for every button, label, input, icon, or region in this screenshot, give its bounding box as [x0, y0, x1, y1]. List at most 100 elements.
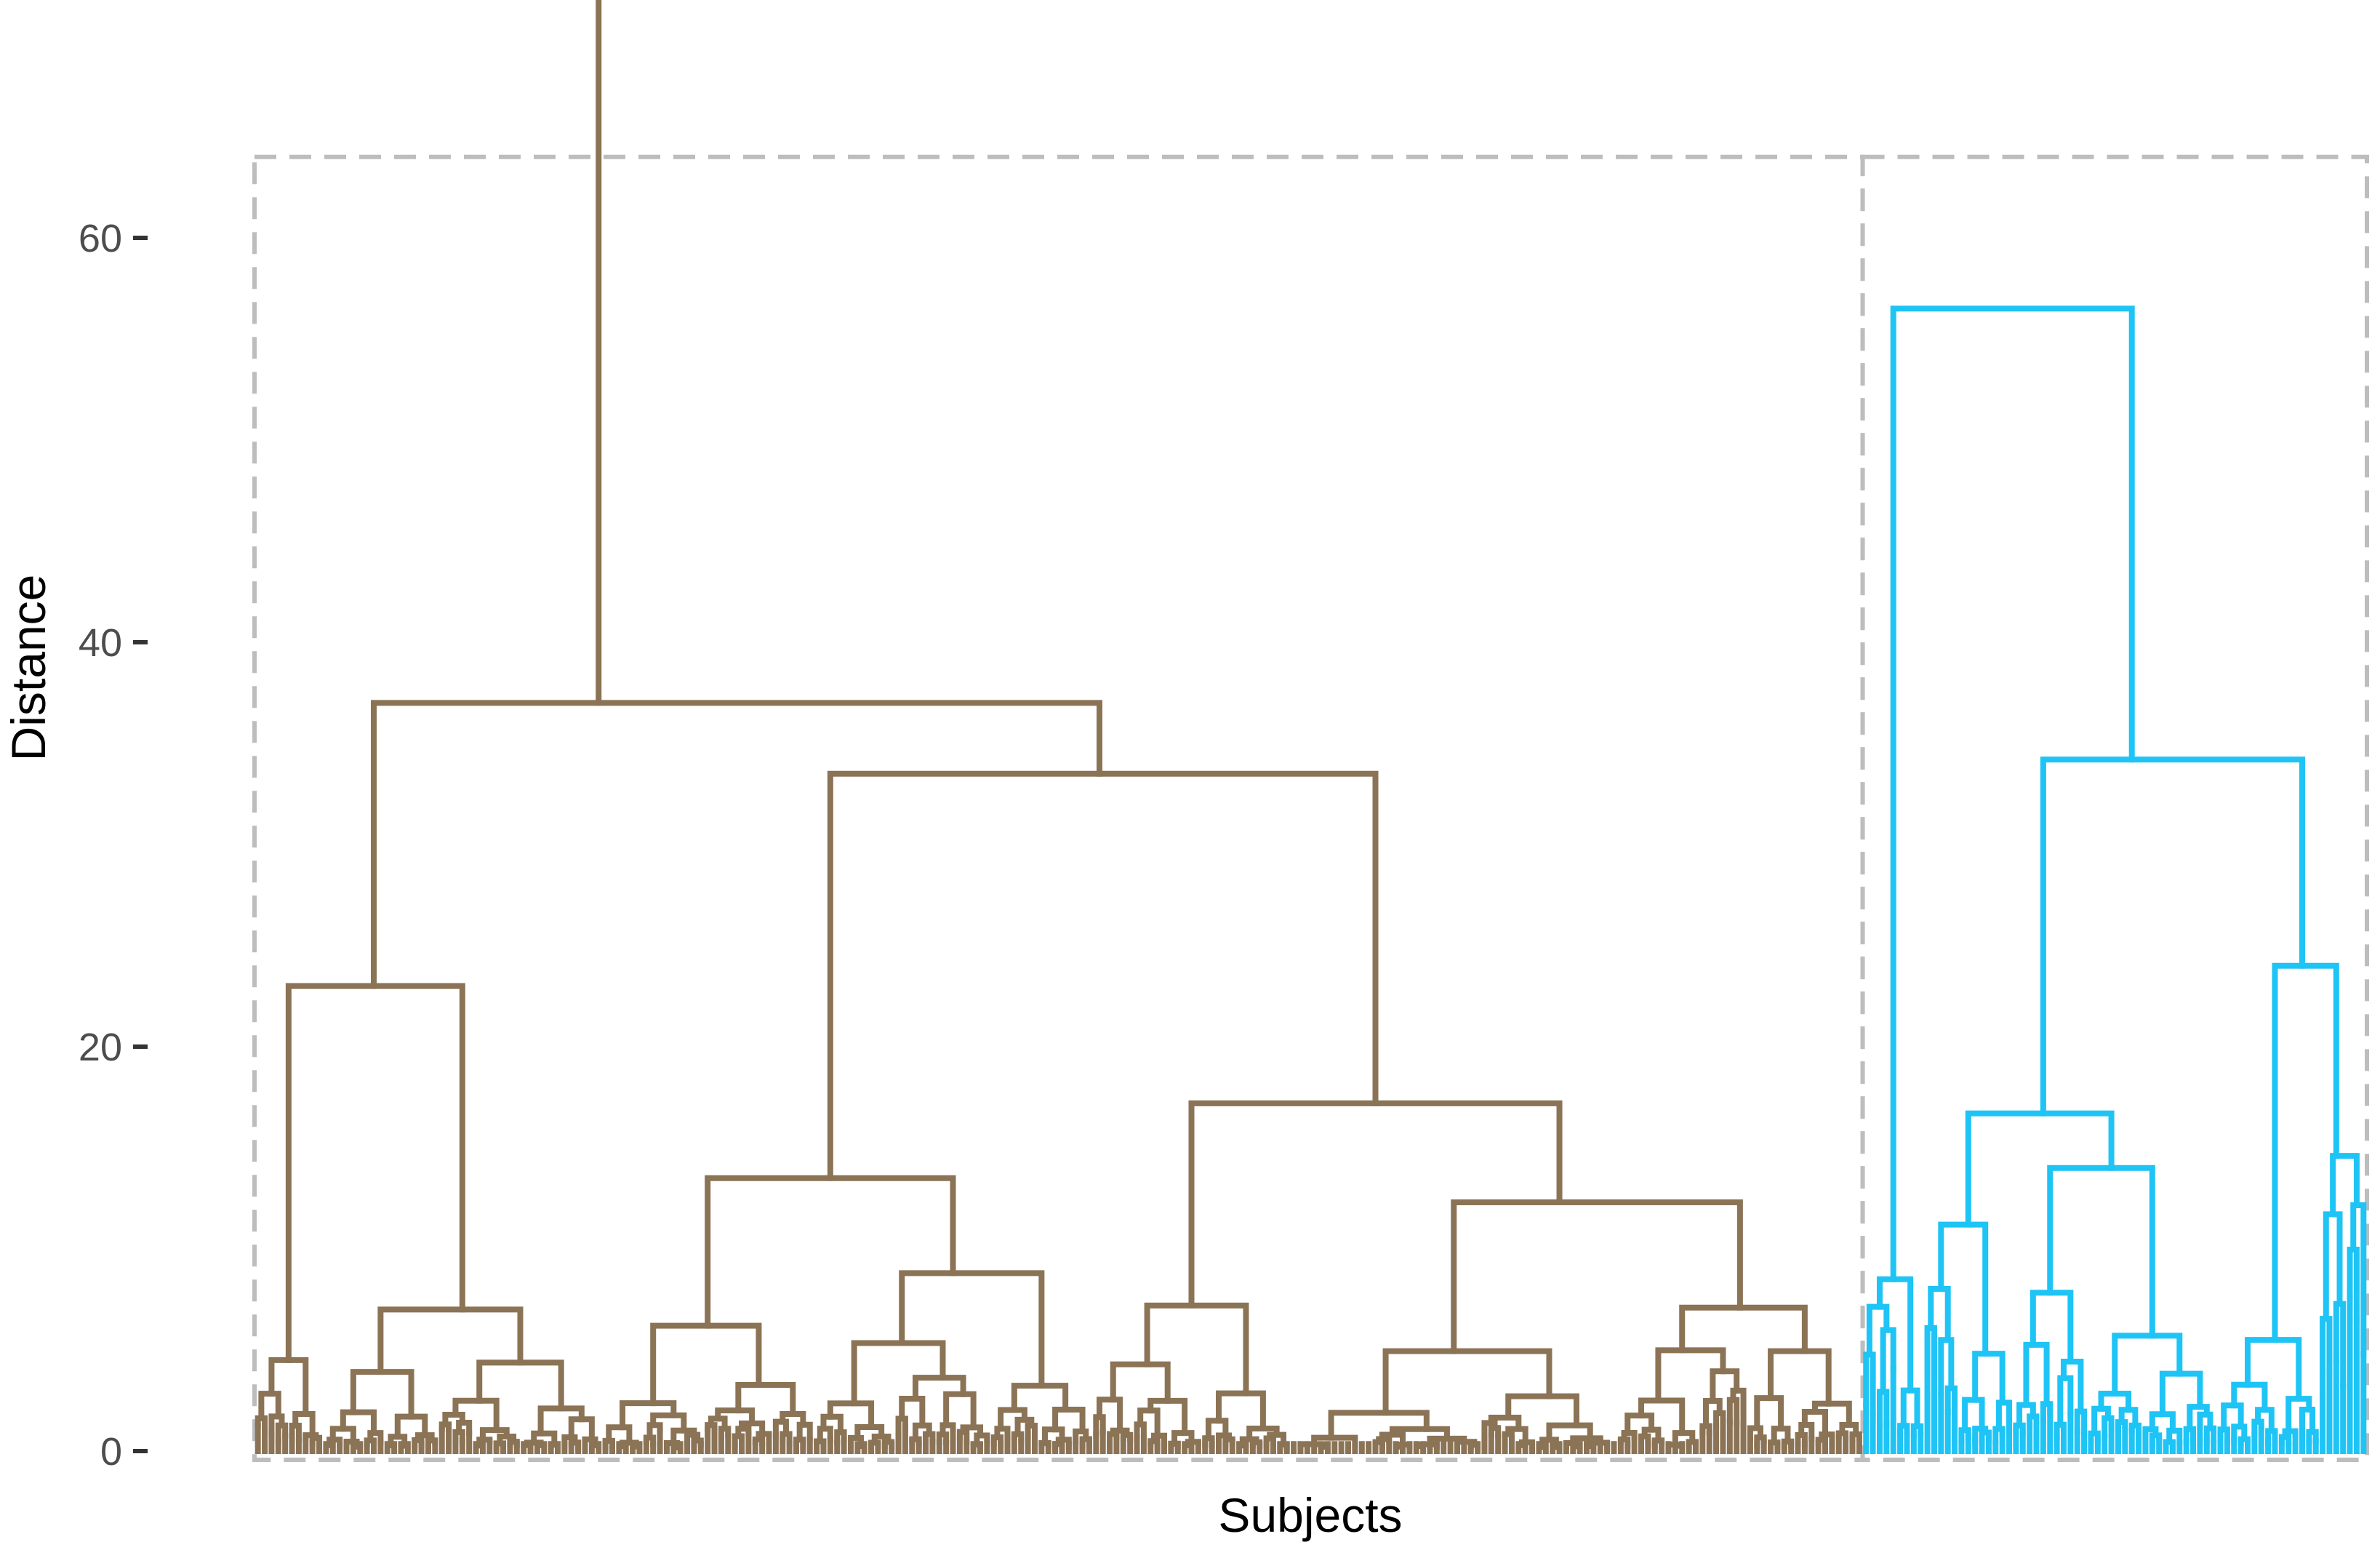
dendrogram-link [780, 1410, 806, 1428]
dendrogram-link [2047, 1165, 2155, 1339]
dendrogram-link [1328, 1410, 1430, 1441]
dendrogram-link [2040, 756, 2305, 1116]
dendrogram-link [1382, 1348, 1552, 1416]
dendrogram-link [442, 1412, 465, 1428]
dendrogram-link [1093, 1414, 1106, 1437]
dendrogram-link [1097, 1397, 1123, 1434]
dendrogram-link [1747, 1425, 1763, 1443]
dendrogram-link [1505, 1393, 1579, 1429]
dendrogram-link [1624, 1413, 1655, 1436]
dendrogram-link [367, 1430, 384, 1446]
dendrogram-link [1897, 1423, 1910, 1435]
dendrogram-link [1451, 1199, 1743, 1354]
dendrogram-link [2221, 1402, 2244, 1433]
dendrogram-link [1866, 1303, 1890, 1358]
dendrogram-link [718, 1426, 732, 1441]
dendrogram-link [1754, 1395, 1784, 1432]
dendrogram-link [899, 1270, 1045, 1389]
dendrogram-link [650, 1322, 762, 1407]
dendrogram-link [1171, 1430, 1195, 1447]
dendrogram-link [650, 1412, 687, 1434]
dendrogram-link [606, 1424, 633, 1446]
dendrogram-link [1863, 1351, 1876, 1418]
dendrogram-link [2203, 1425, 2217, 1446]
dendrogram-link [834, 1429, 847, 1446]
dendrogram-link [2016, 1402, 2036, 1429]
dendrogram-link [1188, 1100, 1563, 1309]
dendrogram-link [735, 1382, 796, 1417]
dendrogram-link [895, 1415, 908, 1439]
dendrogram-link [2098, 1390, 2132, 1413]
dendrogram-link [275, 1422, 289, 1445]
dendrogram-link [1730, 1387, 1747, 1430]
dendrogram-link [1215, 1390, 1266, 1431]
cluster-box [252, 154, 1865, 1462]
dendrogram-link [2323, 1211, 2343, 1322]
dendrogram-link [2159, 1370, 2203, 1418]
dendrogram-link [2299, 1407, 2316, 1435]
dendrogram-link [1928, 1285, 1951, 1343]
dendrogram-link [377, 1306, 524, 1375]
dendrogram-link [1924, 1325, 1937, 1399]
dendrogram-link [1144, 1302, 1249, 1397]
dendrogram-link [388, 1434, 408, 1449]
dendrogram-link [452, 1429, 465, 1445]
dendrogram-link [340, 1409, 377, 1437]
dendrogram-link [2245, 1337, 2302, 1402]
dendrogram-link [827, 1400, 875, 1430]
dendrogram-link [2101, 1415, 2115, 1439]
dendrogram-link [2030, 1290, 2074, 1365]
dendrogram-link [1795, 1431, 1808, 1448]
dendrogram-link [796, 1421, 813, 1443]
dendrogram-link [1710, 1368, 1740, 1404]
dendrogram-link [1726, 1397, 1740, 1427]
dendrogram-link [1025, 1423, 1038, 1445]
dendrogram-link [568, 1416, 595, 1442]
dendrogram-link [2265, 1428, 2278, 1446]
dendrogram-link [1205, 1418, 1229, 1442]
dendrogram-link [854, 1424, 885, 1441]
dendrogram-link [1713, 1410, 1726, 1440]
y-axis: 0 20 40 60 [79, 217, 148, 1474]
dendrogram-link [2128, 1422, 2142, 1440]
dendrogram-link [1052, 1407, 1086, 1434]
dendrogram-link [620, 1439, 639, 1450]
dendrogram-link [1641, 1426, 1662, 1444]
dendrogram-link [1876, 1276, 1914, 1394]
dendrogram-link [2330, 1153, 2360, 1218]
dendrogram-link [537, 1405, 585, 1437]
dendrogram-link [899, 1395, 926, 1429]
dendrogram-link [1811, 1400, 1852, 1428]
dendrogram-link [1910, 1423, 1924, 1439]
dendrogram-link [1972, 1351, 2006, 1406]
dendrogram-link [524, 1439, 544, 1448]
dendrogram-link [2027, 1413, 2040, 1437]
dendrogram-link [1137, 1407, 1161, 1439]
dendrogram-link [2333, 1301, 2347, 1389]
dendrogram-link [350, 1369, 414, 1420]
dendrogram-link [394, 1413, 428, 1440]
dendrogram-link [912, 1422, 932, 1442]
dendrogram-link [820, 1413, 844, 1436]
dendrogram-link [255, 1415, 268, 1433]
dendrogram-link [817, 1426, 833, 1445]
dendrogram-link [2166, 1427, 2183, 1446]
dendrogram-link-left [596, 0, 602, 706]
dendrogram-link [456, 1420, 473, 1437]
dendrogram-link [827, 770, 1379, 1181]
dendrogram-link [1638, 1397, 1686, 1437]
dendrogram-link [479, 1427, 510, 1443]
dendrogram-link [370, 700, 1102, 989]
dendrogram-link [268, 1413, 285, 1437]
dendrogram-link [1703, 1397, 1723, 1429]
dendrogram-link [2023, 1341, 2050, 1408]
dendrogram-link [2187, 1404, 2210, 1432]
dendrogram-link [2231, 1423, 2248, 1443]
dendrogram-link [2013, 1422, 2026, 1437]
y-axis-label: Distance [1, 575, 55, 762]
dendrogram-link [2149, 1411, 2176, 1434]
dendrogram-link [2060, 1359, 2084, 1415]
dendrogram-link [1768, 1348, 1832, 1407]
dendrogram-link [292, 1410, 316, 1439]
dendrogram-link [1546, 1422, 1593, 1443]
